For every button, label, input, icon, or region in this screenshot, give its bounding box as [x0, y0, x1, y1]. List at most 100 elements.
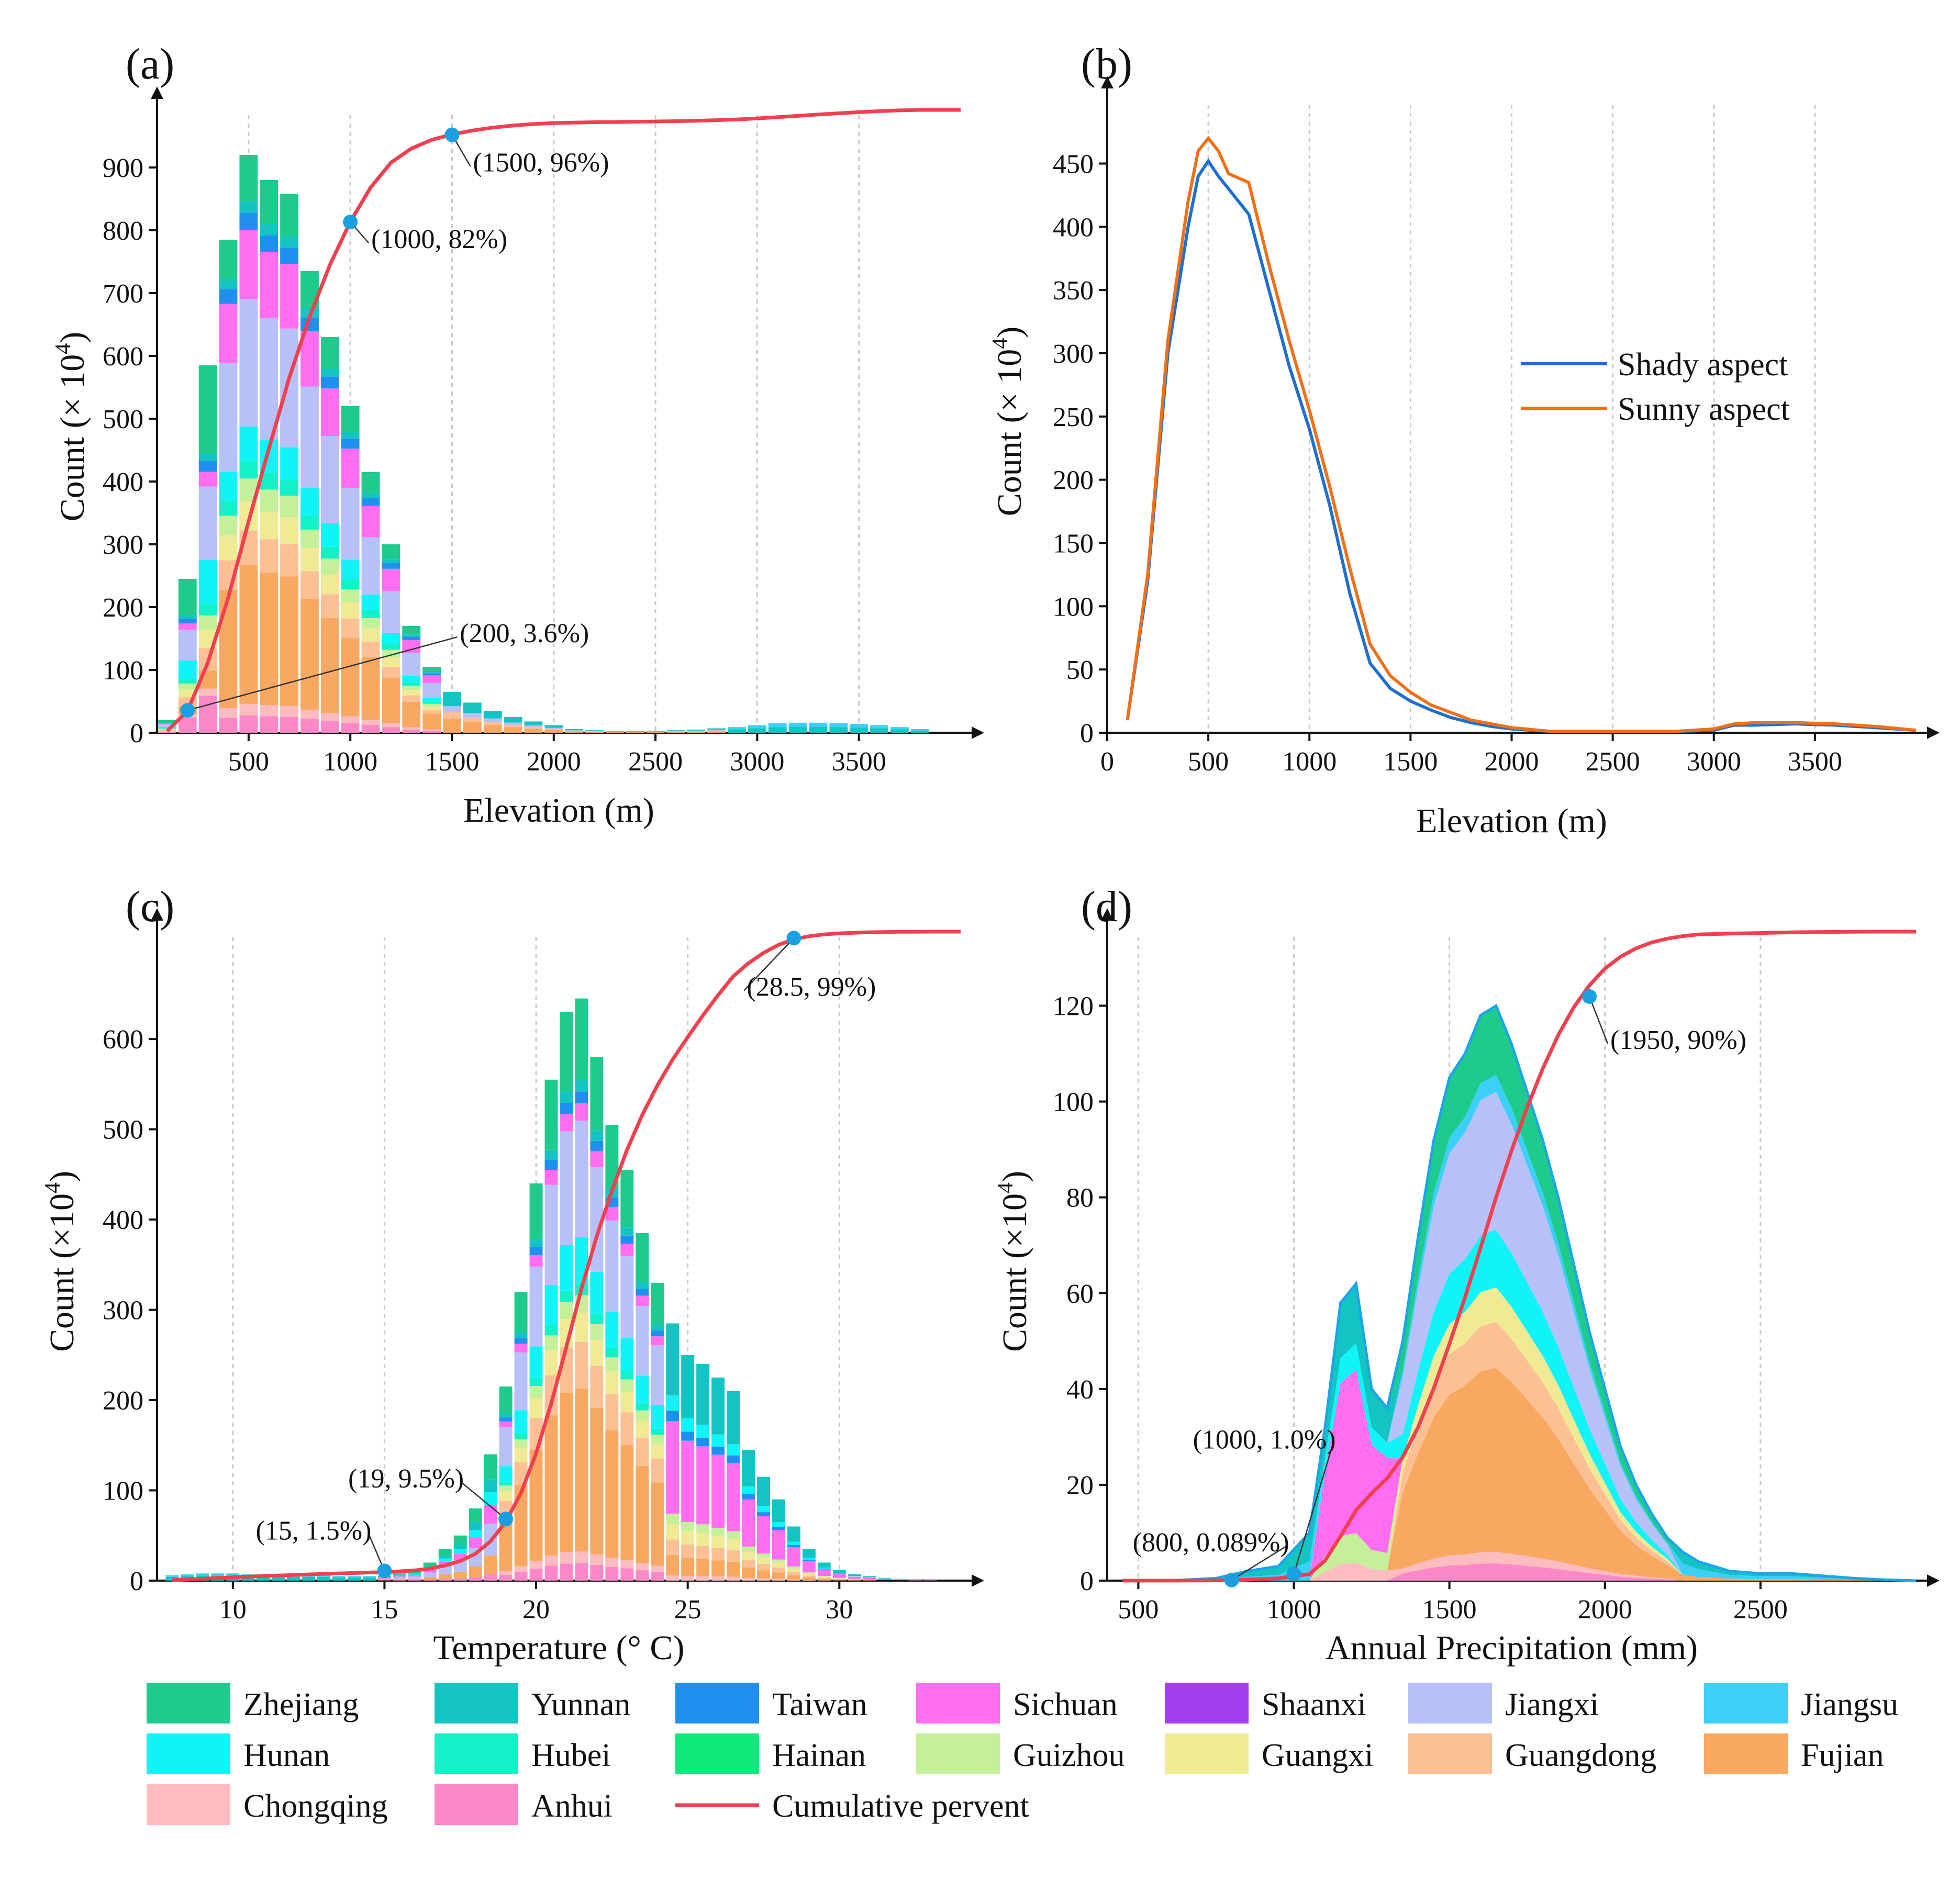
c-bar-chongqing — [529, 1561, 543, 1569]
a-bar-sichuan — [320, 388, 339, 436]
x-tick-label: 2000 — [1485, 747, 1539, 777]
d-area-fujian — [1122, 1368, 1916, 1581]
d-annotation-point — [1224, 1572, 1239, 1587]
y-tick-label: 450 — [1053, 150, 1094, 180]
c-bar-yunnan — [590, 1130, 604, 1141]
a-bar-jiangxi — [178, 630, 197, 661]
a-bar-anhui — [402, 729, 421, 733]
c-bar-guangxi — [711, 1536, 725, 1548]
c-bar-hubei — [514, 1433, 528, 1439]
y-tick-label: 400 — [1053, 212, 1094, 242]
d-annotation-point — [1582, 989, 1597, 1004]
x-tick-label: 1500 — [1422, 1595, 1477, 1625]
a-bar-yunnan — [768, 727, 787, 733]
a-bar-hubei — [341, 579, 360, 589]
c-bar-sichuan — [878, 1579, 892, 1580]
c-bar-zhejiang — [590, 1057, 604, 1131]
y-tick-label: 800 — [103, 216, 143, 246]
c-bar-guangdong — [590, 1366, 604, 1408]
c-bar-yunnan — [438, 1555, 452, 1559]
c-bar-hunan — [620, 1338, 634, 1371]
c-bar-fujian — [408, 1579, 421, 1581]
a-bar-yunnan — [463, 702, 482, 713]
c-bar-hunan — [863, 1577, 876, 1578]
a-bar-fujian — [402, 701, 421, 728]
a-bar-jiangsu — [728, 727, 746, 730]
d-annotation-label: (800, 0.089%) — [1133, 1528, 1289, 1558]
y-tick-label: 600 — [103, 1025, 143, 1055]
c-bar-yunnan — [272, 1576, 285, 1581]
a-bar-guangxi — [260, 511, 279, 540]
a-bar-chongqing — [382, 723, 400, 728]
c-bar-guizhou — [636, 1410, 649, 1421]
x-tick-label: 1000 — [1282, 747, 1337, 777]
c-bar-zhejiang — [393, 1573, 406, 1575]
c-bar-sichuan — [666, 1421, 680, 1514]
a-bar-anhui — [361, 725, 380, 733]
c-bar-hunan — [711, 1434, 725, 1447]
panel-d: 500 1000 1500 2000 2500 0 20 40 60 80 100 120 Annual… — [994, 882, 1940, 1667]
c-bar-anhui — [499, 1574, 513, 1581]
c-bar-taiwan — [787, 1545, 800, 1547]
a-bar-yunnan — [504, 717, 522, 723]
legend-label-yunnan: Yunnan — [531, 1687, 630, 1722]
c-bar-chongqing — [499, 1571, 513, 1575]
a-bar-yunnan — [788, 726, 807, 733]
c-bar-sichuan — [469, 1537, 482, 1548]
a-bar-yunnan — [198, 453, 217, 461]
c-bar-guizhou — [742, 1546, 755, 1552]
c-bar-hunan — [772, 1522, 785, 1527]
a-bar-yunnan — [728, 729, 746, 733]
c-bar-sichuan — [529, 1255, 543, 1267]
a-bar-anhui — [198, 696, 217, 733]
a-bar-taiwan — [260, 235, 279, 252]
c-bar-jiangxi — [636, 1306, 649, 1376]
a-bar-jiangsu — [788, 722, 807, 727]
y-tick-label: 500 — [103, 405, 143, 434]
x-tick-label: 20 — [522, 1595, 550, 1625]
a-bar-yunnan — [280, 237, 299, 248]
a-cumulative-line — [165, 108, 961, 733]
c-bar-guizhou — [802, 1572, 816, 1574]
a-bar-chongqing — [402, 727, 421, 730]
c-bar-hunan — [681, 1418, 695, 1432]
c-bar-guangxi — [848, 1579, 861, 1580]
c-bar-yunnan — [317, 1576, 331, 1581]
y-tick-label: 350 — [1053, 276, 1094, 306]
a-bar-guangdong — [320, 594, 339, 618]
legend-label-hunan: Hunan — [243, 1738, 330, 1773]
x-tick-label: 2500 — [628, 747, 683, 777]
c-bar-anhui — [544, 1565, 558, 1581]
a-bar-hubei — [382, 644, 400, 650]
a-annotation-leader — [187, 636, 458, 711]
c-bar-sichuan — [742, 1499, 755, 1547]
b-legend-label: Sunny aspect — [1618, 391, 1790, 427]
legend-swatch-jiangxi — [1408, 1683, 1492, 1724]
a-bar-yunnan — [178, 616, 197, 619]
a-bar-yunnan — [320, 368, 339, 377]
a-bar-chongqing — [239, 703, 258, 715]
a-bar-hunan — [239, 426, 258, 462]
c-bar-hubei — [636, 1403, 649, 1411]
legend-swatch-taiwan — [675, 1683, 759, 1724]
c-bar-sichuan — [560, 1114, 573, 1132]
c-bar-anhui — [393, 1580, 406, 1581]
c-bar-hubei — [499, 1481, 513, 1486]
c-bar-yunnan — [727, 1391, 740, 1445]
a-bar-jiangxi — [260, 318, 279, 440]
a-bar-hunan — [219, 471, 238, 501]
c-bar-anhui — [651, 1571, 664, 1581]
c-bar-taiwan — [620, 1235, 634, 1244]
c-bar-taiwan — [742, 1494, 755, 1499]
a-bar-jiangxi — [219, 363, 238, 472]
a-bar-guangxi — [280, 517, 299, 544]
c-bar-yunnan — [484, 1479, 497, 1492]
c-bar-hunan — [560, 1245, 573, 1291]
c-bar-fujian — [681, 1558, 695, 1576]
c-bar-yunnan — [681, 1355, 695, 1418]
c-bar-jiangxi — [544, 1184, 558, 1285]
c-bar-sichuan — [514, 1344, 528, 1353]
a-bar-guizhou — [260, 489, 279, 512]
c-bar-zhejiang — [529, 1183, 543, 1239]
c-bar-guangdong — [681, 1545, 695, 1558]
